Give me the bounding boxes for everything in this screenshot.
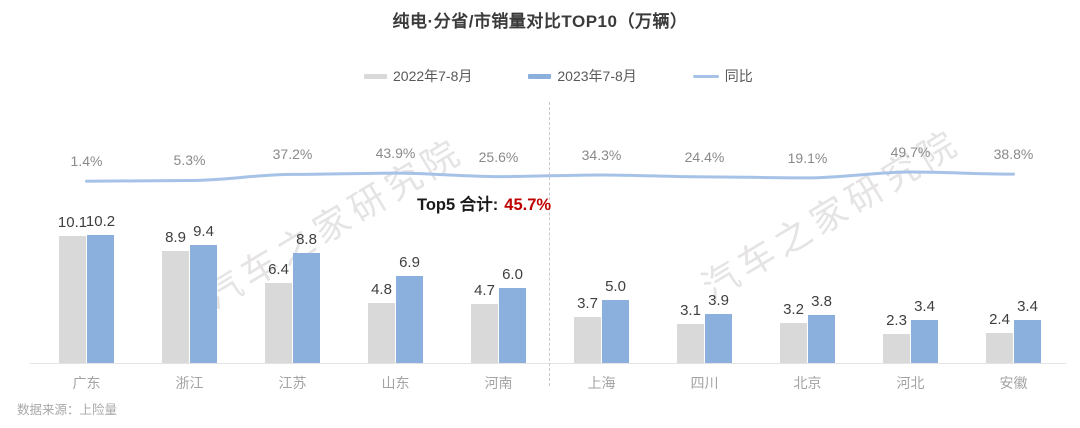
yoy-percent-label: 49.7% [890,144,931,161]
value-label-2023: 3.8 [811,293,832,311]
bar-2023 [1014,320,1041,363]
category-label: 江苏 [278,375,307,391]
top5-divider-dashed-line [549,102,550,386]
watermark-text: 汽车之家研究院 [197,129,471,317]
bar-2023 [911,320,938,363]
value-label-2022: 4.8 [371,280,392,298]
value-label-2022: 3.7 [577,294,598,312]
legend-item-yoy: 同比 [692,66,753,86]
category-label: 河北 [896,375,925,391]
yoy-percent-label: 24.4% [684,148,725,165]
yoy-percent-label: 1.4% [70,153,103,170]
value-label-2022: 6.4 [268,260,289,278]
bar-2023 [190,245,217,363]
value-label-2023: 3.9 [708,292,729,310]
value-label-2023: 8.8 [296,230,317,248]
value-label-2022: 4.7 [474,282,495,299]
bar-2023 [396,276,423,363]
x-axis-line [30,363,1066,364]
bar-2022 [986,332,1013,363]
bar-2022 [677,324,704,363]
bar-2023 [499,287,526,363]
value-label-2022: 3.1 [680,302,701,320]
value-label-2023: 10.2 [85,212,116,230]
bar-2023 [705,314,732,363]
legend-label-2022: 2022年7-8月 [393,68,473,84]
bar-2022 [265,282,292,363]
top5-annotation: Top5 合计: 45.7% [417,191,551,215]
bar-2022 [368,302,395,363]
bar-2022 [59,236,86,363]
bar-2023 [808,315,835,363]
legend-item-2022: 2022年7-8月 [364,66,472,86]
category-label: 上海 [587,375,616,391]
value-label-2023: 3.4 [914,298,935,316]
value-label-2022: 10.1 [57,214,88,232]
legend-label-2023: 2023年7-8月 [557,68,637,84]
legend-swatch-2023-icon [528,73,552,79]
value-label-2022: 2.4 [989,310,1010,328]
value-label-2022: 2.3 [886,312,907,330]
yoy-percent-label: 5.3% [173,152,206,169]
bar-2022 [883,334,910,363]
bar-2022 [574,316,601,363]
category-label: 浙江 [175,375,204,391]
yoy-percent-label: 37.2% [272,146,313,163]
legend-item-2023: 2023年7-8月 [528,66,637,86]
legend-label-yoy: 同比 [724,68,753,84]
value-label-2023: 3.4 [1017,298,1038,316]
top5-annotation-label: Top5 合计: [417,196,499,214]
category-label: 河南 [484,375,513,391]
legend-swatch-2022-icon [364,73,387,79]
legend-swatch-yoy-icon [692,74,719,78]
yoy-percent-label: 34.3% [581,146,622,163]
category-label: 山东 [381,375,410,391]
bar-2023 [87,234,114,363]
bar-2022 [780,322,807,363]
category-label: 广东 [72,375,101,391]
value-label-2023: 6.0 [502,265,523,283]
yoy-percent-label: 19.1% [787,149,828,166]
category-label: 安徽 [999,375,1028,391]
yoy-percent-label: 38.8% [993,146,1034,163]
bar-2023 [293,252,320,363]
bar-2022 [162,251,189,363]
value-label-2023: 6.9 [399,254,420,272]
yoy-percent-label: 43.9% [375,145,416,162]
category-label: 北京 [793,375,822,391]
bar-2022 [471,304,498,363]
chart-title: 纯电·分省/市销量对比TOP10（万辆） [392,12,688,31]
value-label-2022: 8.9 [165,229,186,247]
yoy-percent-label: 25.6% [478,148,519,165]
value-label-2023: 5.0 [605,278,626,296]
bar-2023 [602,300,629,363]
value-label-2022: 3.2 [783,300,804,318]
chart-legend: 2022年7-8月 2023年7-8月 同比 [364,66,753,86]
category-label: 四川 [690,375,719,391]
data-source-note: 数据来源：上险量 [17,403,118,417]
value-label-2023: 9.4 [193,223,214,241]
top5-annotation-value: 45.7% [504,196,552,214]
